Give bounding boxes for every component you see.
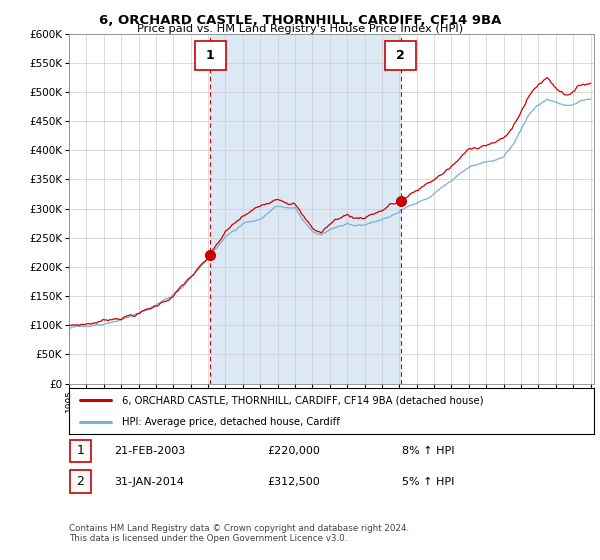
Text: £312,500: £312,500 [267, 477, 320, 487]
Text: HPI: Average price, detached house, Cardiff: HPI: Average price, detached house, Card… [121, 417, 340, 427]
Text: 1: 1 [206, 49, 215, 62]
Text: Contains HM Land Registry data © Crown copyright and database right 2024.
This d: Contains HM Land Registry data © Crown c… [69, 524, 409, 543]
Text: 8% ↑ HPI: 8% ↑ HPI [402, 446, 455, 456]
Text: 1: 1 [76, 444, 85, 458]
Text: £220,000: £220,000 [267, 446, 320, 456]
Text: Price paid vs. HM Land Registry's House Price Index (HPI): Price paid vs. HM Land Registry's House … [137, 24, 463, 34]
FancyBboxPatch shape [385, 41, 416, 71]
Text: 2: 2 [76, 475, 85, 488]
Text: 6, ORCHARD CASTLE, THORNHILL, CARDIFF, CF14 9BA (detached house): 6, ORCHARD CASTLE, THORNHILL, CARDIFF, C… [121, 395, 483, 405]
Text: 31-JAN-2014: 31-JAN-2014 [114, 477, 184, 487]
FancyBboxPatch shape [194, 41, 226, 71]
Text: 6, ORCHARD CASTLE, THORNHILL, CARDIFF, CF14 9BA: 6, ORCHARD CASTLE, THORNHILL, CARDIFF, C… [99, 14, 501, 27]
Bar [211, 34, 401, 384]
Text: 5% ↑ HPI: 5% ↑ HPI [402, 477, 454, 487]
Text: 2: 2 [397, 49, 405, 62]
Text: 21-FEB-2003: 21-FEB-2003 [114, 446, 185, 456]
